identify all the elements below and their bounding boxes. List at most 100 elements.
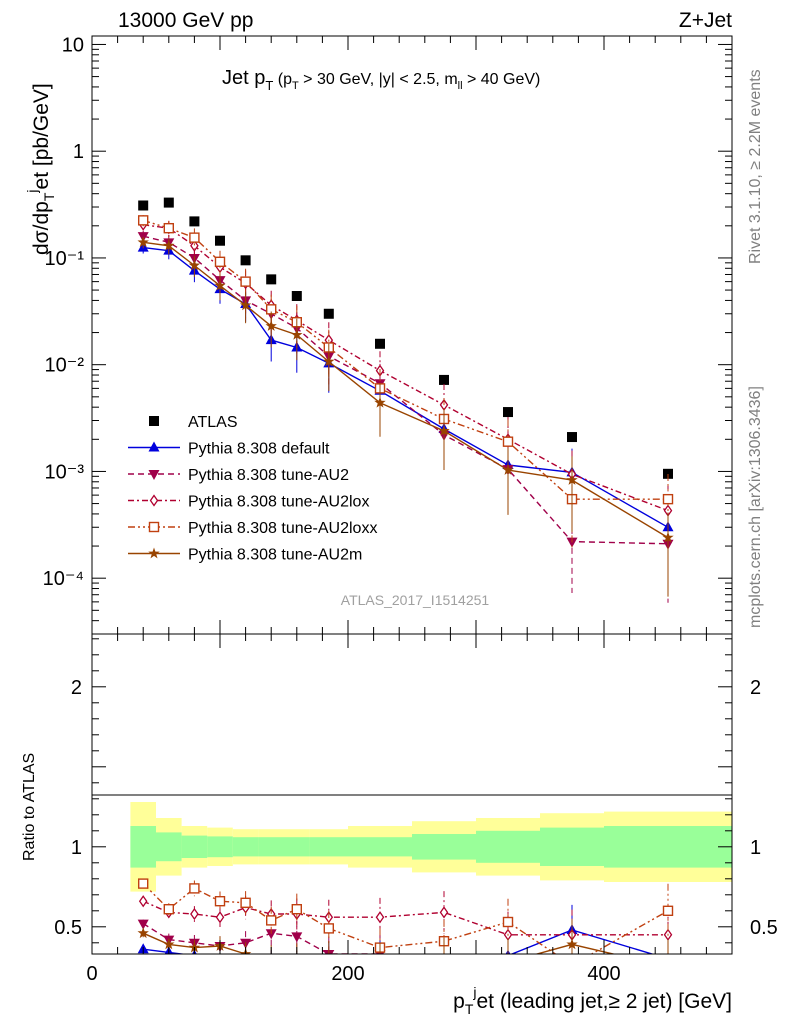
data-point xyxy=(502,436,514,447)
ratio-point xyxy=(502,956,513,967)
inner-band xyxy=(258,837,284,857)
y-tick-label: 10 xyxy=(62,34,84,56)
ratio-point xyxy=(215,911,225,924)
data-point xyxy=(137,215,149,226)
inner-band xyxy=(232,837,259,857)
legend: ATLAS Pythia 8.308 default Pythia 8.308 tu… xyxy=(128,414,377,564)
legend-marker xyxy=(148,521,160,533)
x-tick-label: 0 xyxy=(86,963,97,985)
main-panel-frame xyxy=(91,35,733,635)
inner-band xyxy=(284,837,310,857)
ratio-y-tick-label: 0.5 xyxy=(750,917,778,939)
inner-band xyxy=(540,827,604,866)
ratio-point xyxy=(266,915,277,926)
y-tick-label: 1 xyxy=(73,141,84,163)
ratio-point xyxy=(439,955,450,965)
data-point xyxy=(240,276,251,287)
inner-band xyxy=(476,830,540,863)
header-left-label: 13000 GeV pp xyxy=(118,9,253,32)
legend-marker xyxy=(148,470,160,480)
data-point xyxy=(265,320,277,331)
ratio-point xyxy=(663,968,674,978)
x-axis-label: pTjet (leading jet,≥ 2 jet) [GeV] xyxy=(453,984,732,1017)
data-point xyxy=(662,493,674,505)
legend-entry: Pythia 8.308 tune-AU2 xyxy=(188,467,349,484)
ratio-point xyxy=(190,907,199,921)
main-y-axis-label: dσ/dpTjet [pb/GeV] xyxy=(24,83,57,255)
data-point xyxy=(214,279,226,291)
ratio-point xyxy=(662,905,674,916)
ratio-point xyxy=(566,938,578,950)
ratio-point xyxy=(323,923,334,934)
legend-entry: Pythia 8.308 default xyxy=(188,441,330,458)
ratio-point xyxy=(291,962,302,972)
y-tick-label: 10⁻³ xyxy=(45,461,85,483)
legend-marker xyxy=(148,547,160,559)
ratio-y-tick-label: 1 xyxy=(750,837,761,859)
side-label-mcplots: mcplots.cern.ch [arXiv:1306.3436] xyxy=(747,386,764,628)
data-point xyxy=(239,299,252,311)
x-tick-label: 200 xyxy=(331,963,364,985)
ratio-point xyxy=(375,911,385,924)
ratio-y-tick-label: 2 xyxy=(750,677,761,699)
inner-band xyxy=(207,836,233,858)
ratio-point xyxy=(291,932,303,943)
ratio-panel-frame xyxy=(91,633,733,955)
x-tick-label: 400 xyxy=(587,963,620,985)
main-title: Jet pT (pT > 30 GeV, |y| < 2.5, mll > 40… xyxy=(222,67,540,93)
legend-entry: Pythia 8.308 tune-AU2lox xyxy=(188,494,369,511)
ratio-point xyxy=(189,883,200,894)
ratio-series-3 xyxy=(137,878,674,970)
legend-entry: ATLAS xyxy=(188,414,238,431)
ratio-point xyxy=(503,958,514,968)
ratio-y-tick-label: 1 xyxy=(71,837,82,859)
ratio-point xyxy=(137,919,149,930)
data-point xyxy=(374,396,386,408)
inner-band xyxy=(181,835,208,858)
series-3 xyxy=(138,218,673,570)
ratio-point xyxy=(163,904,175,915)
ratio-point xyxy=(137,878,149,889)
data-point xyxy=(137,236,149,248)
ratio-y-tick-label: 2 xyxy=(71,677,82,699)
watermark-label: ATLAS_2017_I1514251 xyxy=(341,592,490,608)
data-point xyxy=(240,255,251,266)
inner-band xyxy=(604,826,732,868)
data-point xyxy=(503,407,513,418)
main-series-group xyxy=(137,197,674,603)
data-point xyxy=(163,197,174,208)
main-panel: 10⁻⁴ 10⁻³ 10⁻² 10⁻¹ 1 10 Jet pT (pT > 30 GeV,… xyxy=(24,34,733,635)
ratio-point xyxy=(374,956,385,967)
data-point xyxy=(188,259,201,271)
ratio-point xyxy=(163,938,175,950)
data-point xyxy=(566,537,578,548)
y-tick-label: 10⁻² xyxy=(45,355,85,377)
inner-band xyxy=(309,837,348,857)
legend-entry: Pythia 8.308 tune-AU2m xyxy=(188,547,362,564)
header-right-label: Z+Jet xyxy=(679,9,732,32)
ratio-point xyxy=(662,961,673,972)
data-point xyxy=(190,239,199,252)
ratio-point xyxy=(568,961,577,970)
data-point xyxy=(502,464,514,475)
data-point xyxy=(291,291,302,302)
data-point xyxy=(189,232,200,243)
ratio-panel: 0.5 0.5 1 1 2 2 0 200 400 Ratio to ATLAS pTjet (… xyxy=(21,633,778,1017)
ratio-line xyxy=(142,932,617,954)
ratio-point xyxy=(266,958,277,968)
data-point xyxy=(189,216,200,227)
ratio-uncertainty-bands xyxy=(130,802,732,892)
data-point xyxy=(663,468,673,479)
legend-marker xyxy=(149,416,159,426)
ratio-y-tick-label: 0.5 xyxy=(54,917,82,939)
data-point xyxy=(323,355,335,367)
data-point xyxy=(438,424,450,436)
ratio-point xyxy=(265,929,277,940)
ratio-point xyxy=(439,906,449,919)
data-point xyxy=(163,239,175,251)
data-point xyxy=(215,235,225,246)
ratio-point xyxy=(502,916,514,928)
y-tick-label: 10⁻¹ xyxy=(45,248,85,270)
inner-band xyxy=(412,834,476,860)
ratio-point xyxy=(138,895,148,908)
